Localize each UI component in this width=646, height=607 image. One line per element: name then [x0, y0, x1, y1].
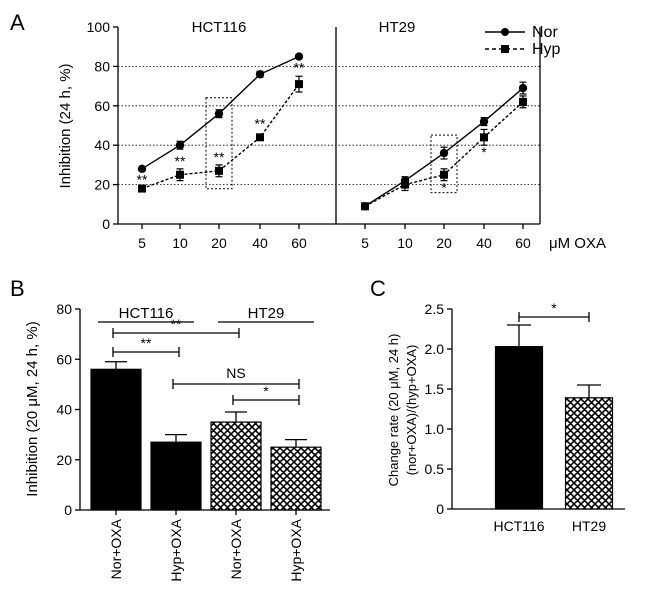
- panel-c-y-axis-title-line-1: Change rate (20 μM, 24 h): [386, 334, 401, 487]
- panel-a-highlight-box: [430, 134, 458, 194]
- panel-b-x-tick-label: Hyp+OXA: [288, 518, 304, 581]
- data-point-hyp: [519, 97, 527, 106]
- panel-a-y-tick-label: 0: [102, 216, 110, 232]
- panel-b-y-tick-label: 80: [56, 301, 72, 317]
- panel-c-y-tick-label: 0.5: [425, 461, 445, 477]
- panel-label-c: C: [370, 276, 386, 301]
- panel-a-legend: Nor Hyp: [485, 24, 561, 58]
- panel-b-x-tick-label: Nor+OXA: [228, 518, 244, 579]
- data-point-nor: [479, 117, 489, 126]
- panel-a-x-tick-label: 40: [476, 235, 492, 251]
- panel-label-a: A: [10, 10, 25, 35]
- group-label: HCT116: [119, 305, 174, 322]
- panel-a-title-hct116: HCT116: [192, 19, 247, 36]
- panel-a-x-tick-label: 40: [252, 235, 268, 251]
- data-point-hyp: [295, 80, 303, 89]
- panel-b-bar-chart: Inhibition (20 μM, 24 h, %) 0 20 40 60 80 Nor…: [24, 301, 330, 582]
- panel-label-b: B: [10, 276, 25, 301]
- significance-marker: **: [175, 153, 186, 169]
- significance-marker: *: [481, 144, 487, 160]
- panel-b-y-tick-label: 40: [56, 402, 72, 418]
- panel-b-x-tick-label: Hyp+OXA: [168, 518, 184, 581]
- data-point-hyp: [176, 170, 184, 179]
- data-point-nor: [137, 164, 147, 174]
- panel-c-y-tick-label: 1.5: [425, 381, 445, 397]
- panel-a-y-tick-label: 20: [94, 177, 110, 193]
- panel-b-y-tick-label: 20: [56, 452, 72, 468]
- data-point-nor: [255, 70, 265, 79]
- significance-label: NS: [226, 365, 245, 381]
- panel-a-x-tick-label: 5: [138, 235, 146, 251]
- bar: [210, 421, 262, 511]
- data-point-hyp: [215, 166, 223, 175]
- significance-marker: **: [137, 172, 148, 188]
- panel-a-y-tick-label: 100: [87, 19, 111, 35]
- panel-b-x-tick-label: Nor+OXA: [108, 518, 124, 579]
- panel-c-bar-chart: Change rate (20 μM, 24 h) (nor+OXA)/(hyp…: [386, 300, 625, 534]
- panel-c-y-tick-label: 1.0: [425, 421, 445, 437]
- panel-a-x-axis-title: μM OXA: [549, 235, 606, 252]
- panel-a-title-ht29: HT29: [379, 19, 416, 36]
- panel-a-x-tick-label: 5: [361, 235, 369, 251]
- data-point-nor: [294, 52, 304, 61]
- group-label: HT29: [248, 305, 285, 322]
- data-point-nor: [214, 109, 224, 118]
- panel-a-y-tick-label: 60: [94, 98, 110, 114]
- data-point-nor: [518, 83, 528, 93]
- series-line-hyp: [141, 83, 300, 190]
- panel-c-y-tick-label: 0: [436, 501, 444, 517]
- panel-c-x-tick-label: HT29: [572, 518, 606, 534]
- panel-c-y-axis-title-line-2: (nor+OXA)/(hyp+OXA): [404, 345, 419, 476]
- bar: [270, 446, 322, 511]
- data-point-hyp: [256, 133, 264, 142]
- legend-marker-nor: [501, 28, 509, 36]
- data-point-hyp: [138, 184, 146, 193]
- panel-a-x-tick-label: 60: [291, 235, 307, 251]
- legend-marker-hyp: [501, 45, 509, 53]
- significance-label: *: [263, 383, 269, 399]
- panel-a-y-tick-label: 40: [94, 137, 110, 153]
- panel-a-x-tick-label: 10: [397, 235, 413, 251]
- bar: [494, 346, 544, 510]
- significance-marker: *: [441, 180, 447, 196]
- panel-c-y-tick-label: 2.5: [425, 301, 445, 317]
- significance-label: **: [171, 316, 182, 332]
- data-point-hyp: [440, 170, 448, 179]
- significance-label: *: [551, 300, 557, 316]
- significance-marker: **: [294, 59, 305, 75]
- data-point-hyp: [480, 133, 488, 142]
- panel-c-x-tick-label: HCT116: [493, 518, 544, 534]
- panel-b-y-tick-label: 60: [56, 351, 72, 367]
- bar: [150, 441, 202, 511]
- panel-a-x-tick-label: 10: [172, 235, 188, 251]
- bar: [564, 397, 614, 510]
- panel-a-highlight-box: [205, 97, 233, 190]
- significance-marker: **: [214, 149, 225, 165]
- panel-a-x-tick-label: 60: [515, 235, 531, 251]
- panel-c-y-tick-label: 2.0: [425, 341, 445, 357]
- legend-label-nor: Nor: [532, 24, 558, 41]
- panel-a-y-tick-label: 80: [94, 58, 110, 74]
- panel-b-y-axis-title: Inhibition (20 μM, 24 h, %): [24, 321, 41, 496]
- significance-label: **: [141, 335, 152, 351]
- panel-a-line-chart: Inhibition (24 h, %) μM OXA HCT116 HT29 …: [57, 19, 606, 252]
- panel-a-y-axis-title: Inhibition (24 h, %): [57, 63, 74, 188]
- significance-marker: **: [255, 115, 266, 131]
- data-point-hyp: [401, 180, 409, 189]
- panel-a-x-tick-label: 20: [211, 235, 227, 251]
- panel-b-y-tick-label: 0: [64, 502, 72, 518]
- panel-a-x-tick-label: 20: [436, 235, 452, 251]
- bar: [90, 368, 142, 511]
- data-point-nor: [175, 141, 185, 150]
- data-point-nor: [439, 148, 449, 158]
- data-point-hyp: [361, 202, 369, 211]
- legend-label-hyp: Hyp: [532, 41, 561, 58]
